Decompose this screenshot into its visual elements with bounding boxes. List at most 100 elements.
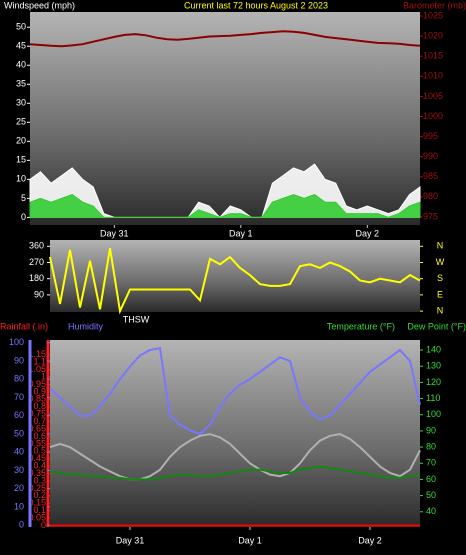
y-tick-label: 90 — [34, 289, 44, 299]
y-tick-label: 0.15 — [28, 498, 46, 508]
legend-label: Humidity — [68, 321, 104, 331]
y-tick-label: 5 — [21, 193, 26, 203]
y2-tick-label: 1010 — [423, 71, 443, 81]
y-tick-label: 10 — [16, 174, 26, 184]
y-tick-label: 0 — [21, 212, 26, 222]
annotation: THSW — [123, 314, 150, 324]
y-tick-label: 0.1 — [33, 505, 46, 515]
y3-tick-label: 40 — [14, 447, 24, 457]
y2-tick-label: 40 — [426, 506, 436, 516]
y-tick-label: 1.05 — [28, 364, 46, 374]
y2-tick-label: 1005 — [423, 91, 443, 101]
y3-tick-label: 10 — [14, 501, 24, 511]
y-tick-label: 0.55 — [28, 438, 46, 448]
y2-tick-label: E — [437, 289, 443, 299]
y2-tick-label: 140 — [426, 344, 441, 354]
y-tick-label: 0.2 — [33, 490, 46, 500]
line — [49, 465, 421, 481]
y2-tick-label: 110 — [426, 393, 440, 403]
y2-tick-label: W — [436, 257, 445, 267]
y2-tick-label: 100 — [426, 409, 441, 419]
legend-label: Dew Point (°F) — [407, 321, 466, 331]
legend-label: Temperature (°F) — [327, 321, 395, 331]
y3-tick-label: 0 — [19, 520, 24, 530]
chart-title: Current last 72 hours August 2 2023 — [184, 0, 328, 10]
y2-tick-label: 1020 — [423, 30, 443, 40]
y-tick-label: 180 — [29, 273, 44, 283]
y-tick-label: 0.45 — [28, 453, 46, 463]
y3-tick-label: 30 — [14, 465, 24, 475]
area — [29, 194, 421, 218]
y-tick-label: 0.7 — [33, 416, 46, 426]
x-tick-label: Day 2 — [358, 535, 382, 545]
y2-tick-label: 120 — [426, 377, 441, 387]
y2-tick-label: 1025 — [423, 10, 443, 20]
y-tick-label: 0.35 — [28, 468, 46, 478]
line — [49, 433, 421, 481]
legend-label: Windspeed (mph) — [4, 0, 75, 10]
y3-tick-label: 80 — [14, 374, 24, 384]
y-tick-label: 1.15 — [28, 349, 46, 359]
y-tick-label: 0.05 — [28, 512, 46, 522]
y3-tick-label: 60 — [14, 410, 24, 420]
line — [49, 347, 421, 436]
y-tick-label: 30 — [16, 98, 26, 108]
y-tick-label: 50 — [16, 22, 26, 32]
y-tick-label: 360 — [29, 241, 44, 251]
y-tick-label: 25 — [16, 117, 26, 127]
y-tick-label: 0.8 — [33, 401, 46, 411]
y-tick-label: 0.85 — [28, 394, 46, 404]
y3-tick-label: 70 — [14, 392, 24, 402]
y-tick-label: 15 — [16, 155, 26, 165]
y-tick-label: 45 — [16, 41, 26, 51]
y2-tick-label: 90 — [426, 425, 436, 435]
y-tick-label: 0 — [41, 520, 46, 530]
y-tick-label: 270 — [29, 257, 44, 267]
y-tick-label: 0.9 — [33, 386, 46, 396]
y2-tick-label: N — [437, 305, 444, 315]
y2-tick-label: 60 — [426, 474, 436, 484]
y3-tick-label: 20 — [14, 483, 24, 493]
y-tick-label: 40 — [16, 60, 26, 70]
y2-tick-label: 80 — [426, 441, 436, 451]
y2-tick-label: 70 — [426, 458, 436, 468]
y2-tick-label: S — [437, 273, 443, 283]
y2-tick-label: N — [437, 241, 444, 251]
y-tick-label: 0.95 — [28, 379, 46, 389]
y2-tick-label: 985 — [423, 171, 438, 181]
plot-background — [50, 240, 420, 312]
line — [29, 30, 421, 48]
y-tick-label: 1 — [41, 371, 46, 381]
y-tick-label: 0.25 — [28, 483, 46, 493]
y-tick-label: 20 — [16, 136, 26, 146]
y2-tick-label: 990 — [423, 151, 438, 161]
legend-label: Rainfall (.in) — [0, 321, 48, 331]
y-tick-label: 0.6 — [33, 431, 46, 441]
y2-tick-label: 130 — [426, 361, 441, 371]
y-tick-label: 1.1 — [33, 357, 46, 367]
y2-tick-label: 995 — [423, 131, 438, 141]
y3-tick-label: 100 — [9, 337, 24, 347]
y-tick-label: 0.75 — [28, 409, 46, 419]
y-tick-label: 0.65 — [28, 423, 46, 433]
x-tick-label: Day 31 — [116, 535, 145, 545]
y3-tick-label: 50 — [14, 428, 24, 438]
x-tick-label: Day 31 — [100, 228, 129, 238]
plot-background — [30, 12, 420, 225]
y-tick-label: 0.5 — [33, 446, 46, 456]
x-tick-label: Day 1 — [238, 535, 262, 545]
y2-tick-label: 50 — [426, 490, 436, 500]
plot-background — [50, 340, 420, 527]
legend-label: Barometer (mb) — [403, 0, 466, 10]
y3-tick-label: 90 — [14, 355, 24, 365]
y2-tick-label: 1000 — [423, 111, 443, 121]
x-tick-label: Day 2 — [356, 228, 380, 238]
y-tick-label: 0.3 — [33, 475, 46, 485]
line — [49, 247, 421, 315]
y-tick-label: 0.4 — [33, 461, 46, 471]
x-tick-label: Day 1 — [229, 228, 253, 238]
y2-tick-label: 975 — [423, 211, 438, 221]
y2-tick-label: 1015 — [423, 51, 443, 61]
